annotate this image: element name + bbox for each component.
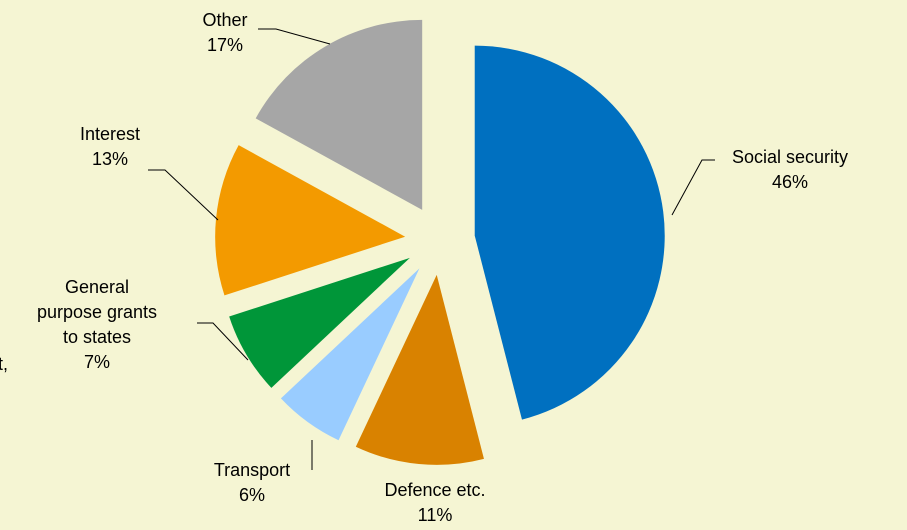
pie-slice (355, 274, 484, 465)
pie-slice (255, 19, 423, 210)
pie-slice (215, 145, 406, 296)
clipped-label: nt, (0, 354, 9, 374)
slice-value: 11% (417, 505, 453, 525)
slice-name: Social security (731, 147, 849, 167)
slice-label: Interest 13% (50, 122, 170, 172)
leader-line (671, 159, 715, 216)
slice-name: General purpose grants to states (36, 277, 158, 347)
slice-label: Other 17% (165, 8, 285, 58)
slice-value: 6% (238, 485, 265, 505)
slice-label: Defence etc. 11% (335, 478, 535, 528)
leader-line (197, 322, 249, 361)
slice-label: Transport 6% (192, 458, 312, 508)
slice-name: Interest (79, 124, 141, 144)
slice-value: 46% (771, 172, 809, 192)
pie-slice (474, 45, 665, 420)
slice-value: 7% (83, 352, 110, 372)
slice-name: Defence etc. (384, 480, 486, 500)
slice-label: Social security 46% (690, 145, 890, 195)
pie-slice (280, 268, 420, 441)
leader-line (258, 28, 331, 45)
slice-name: Other (202, 10, 248, 30)
slice-value: 13% (91, 149, 129, 169)
slice-name: Transport (213, 460, 291, 480)
pie-slice (229, 257, 410, 388)
slice-value: 17% (206, 35, 244, 55)
leader-line (148, 169, 219, 221)
slice-label: General purpose grants to states 7% (36, 275, 158, 375)
